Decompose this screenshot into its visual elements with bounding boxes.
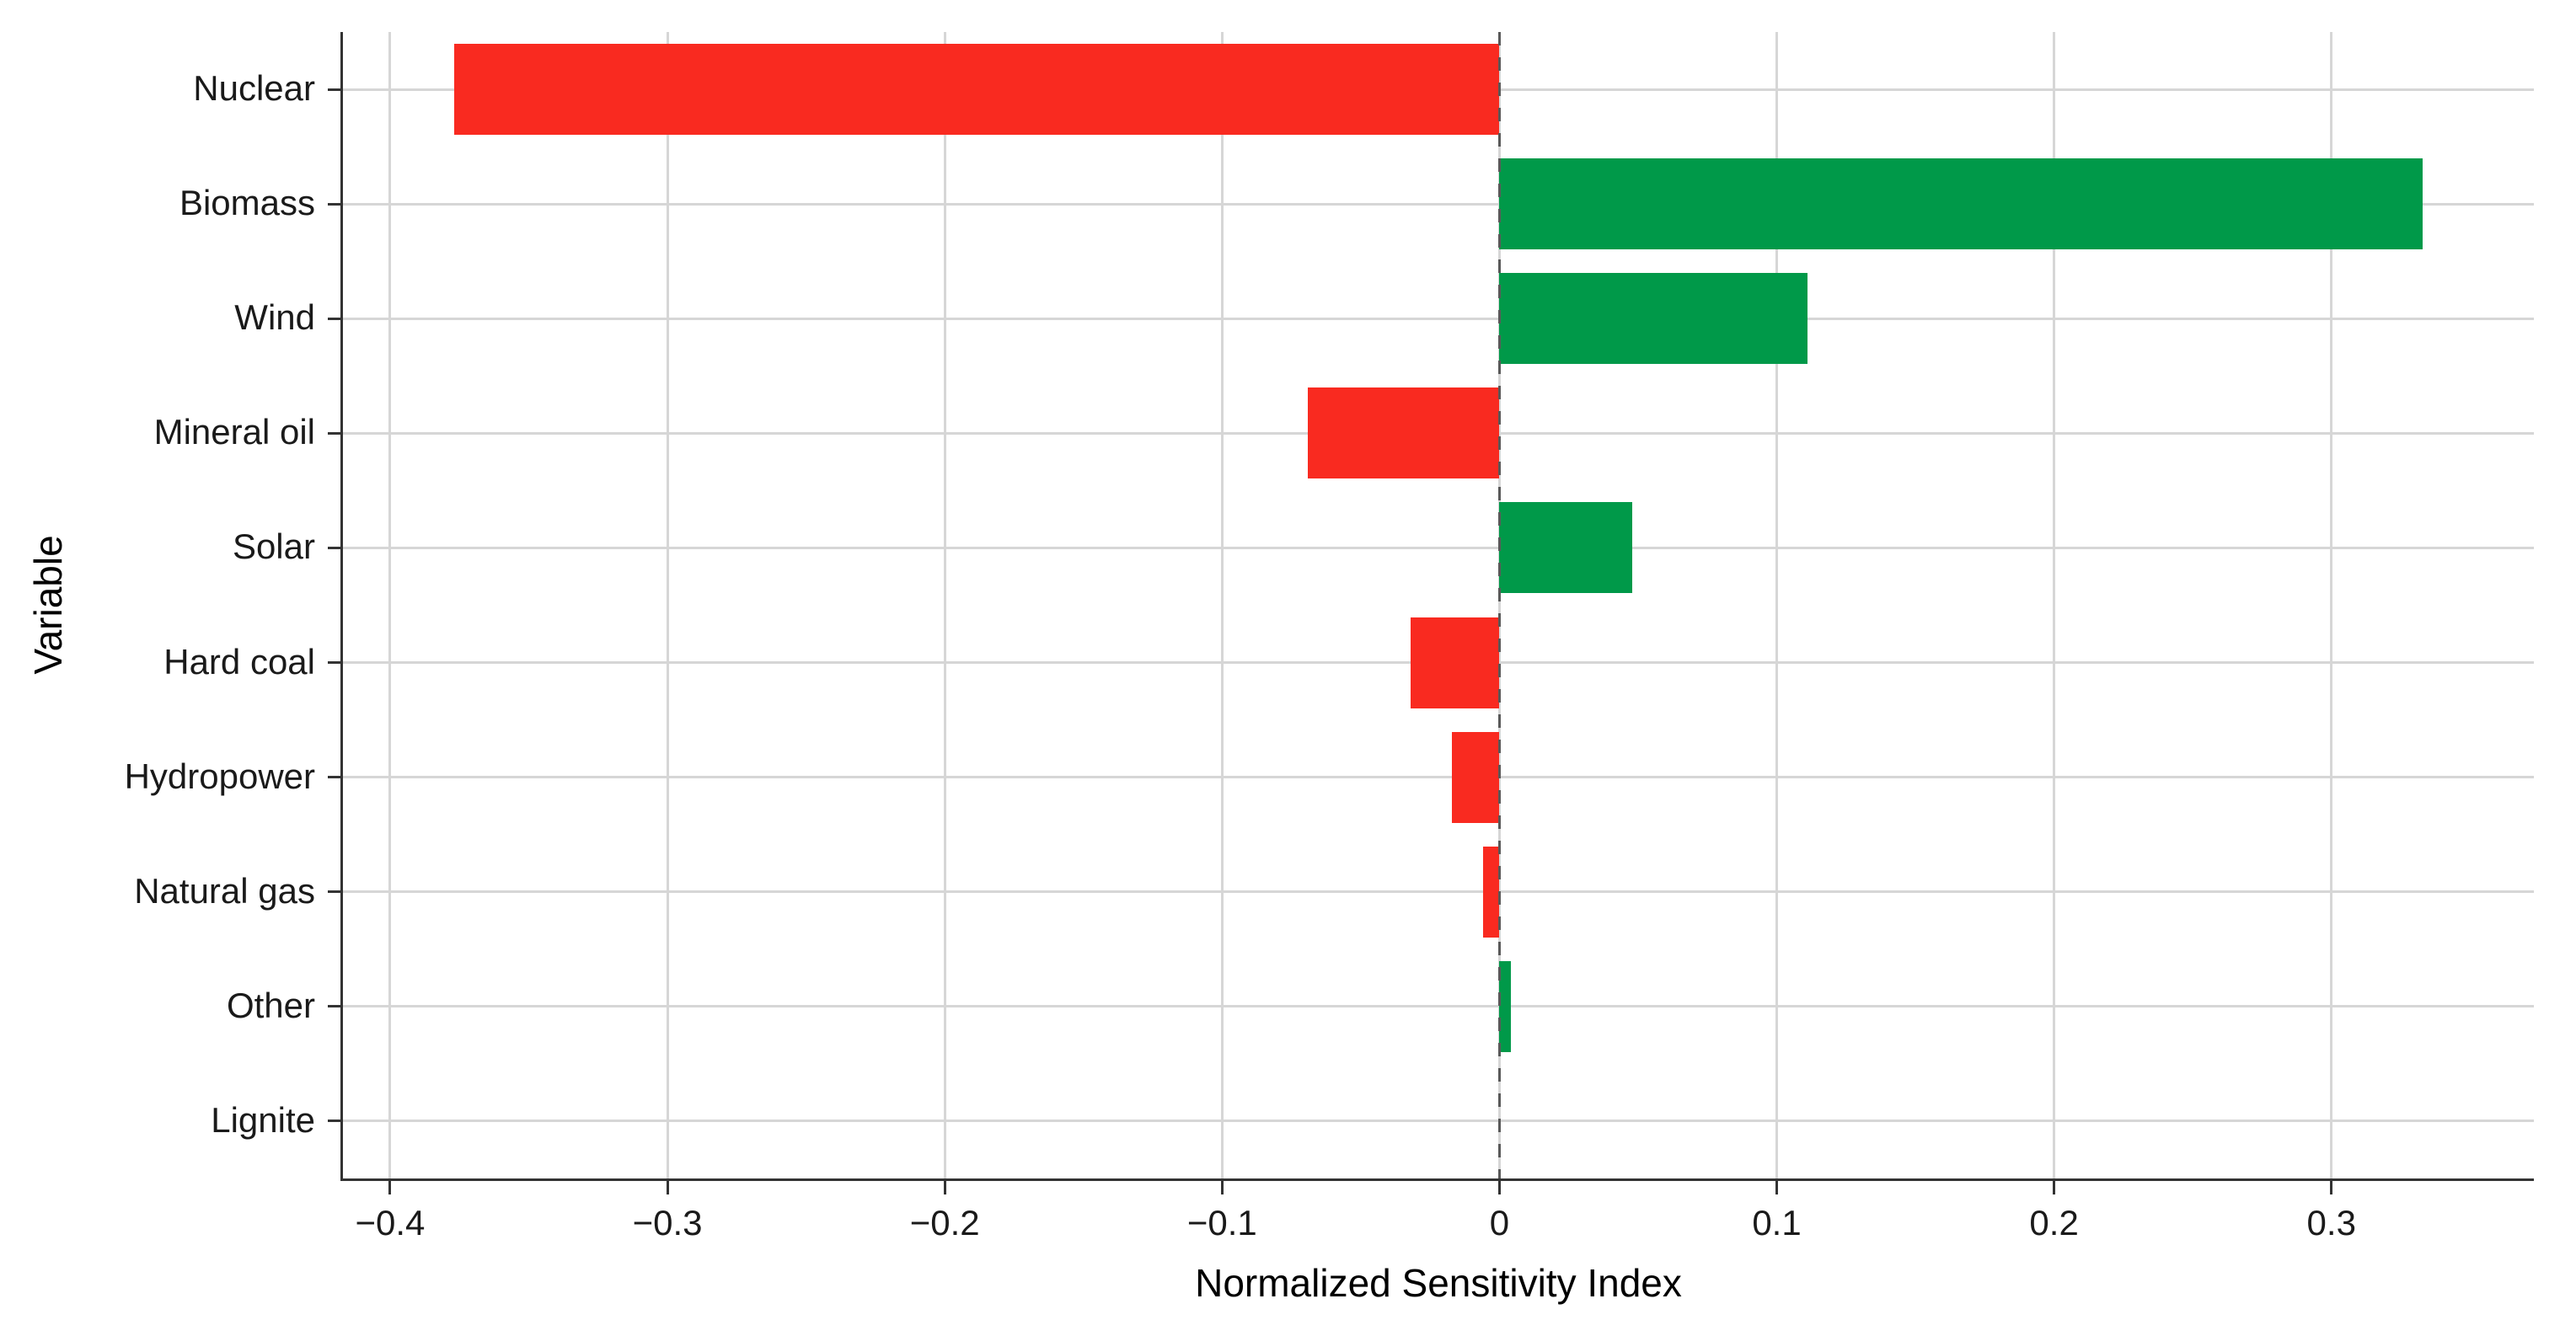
x-gridline (2330, 32, 2333, 1178)
bar-wind (1499, 273, 1807, 365)
x-gridline (1775, 32, 1779, 1178)
x-axis-tick (1775, 1179, 1779, 1194)
bar-hard-coal (1411, 617, 1500, 708)
y-axis-tick (328, 317, 343, 320)
y-gridline (343, 1005, 2534, 1008)
y-axis-tick (328, 546, 343, 549)
y-axis-tick (328, 1005, 343, 1008)
x-tick-label: 0.1 (1752, 1203, 1802, 1242)
x-tick-label: −0.2 (909, 1203, 980, 1242)
bar-solar (1499, 502, 1633, 594)
y-axis-tick (328, 661, 343, 665)
bar-mineral-oil (1308, 387, 1500, 479)
x-tick-label: −0.4 (355, 1203, 426, 1242)
x-axis-tick (2330, 1179, 2333, 1194)
category-label-mineral-oil: Mineral oil (153, 412, 315, 452)
category-label-lignite: Lignite (211, 1099, 315, 1140)
x-tick-label: −0.1 (1186, 1203, 1257, 1242)
category-label-nuclear: Nuclear (193, 68, 315, 109)
x-axis-tick (1220, 1179, 1224, 1194)
x-gridline (666, 32, 669, 1178)
y-axis-tick (328, 431, 343, 435)
x-gridline (943, 32, 946, 1178)
y-gridline (343, 776, 2534, 779)
x-gridline (1220, 32, 1224, 1178)
y-gridline (343, 317, 2534, 320)
x-axis-title: Normalized Sensitivity Index (1195, 1261, 1682, 1305)
x-gridline (2053, 32, 2056, 1178)
bar-nuclear (453, 44, 1500, 136)
category-label-biomass: Biomass (179, 183, 315, 223)
y-axis-line (340, 32, 343, 1181)
bar-natural-gas (1482, 846, 1500, 938)
y-gridline (343, 202, 2534, 206)
x-tick-label: 0.2 (2029, 1203, 2079, 1242)
bar-biomass (1499, 158, 2423, 250)
y-axis-tick (328, 776, 343, 779)
category-label-hydropower: Hydropower (124, 756, 315, 796)
category-label-hard-coal: Hard coal (163, 641, 315, 681)
category-label-solar: Solar (232, 526, 315, 567)
x-axis-tick (2053, 1179, 2056, 1194)
zero-reference-line (1497, 32, 1501, 1178)
y-gridline (343, 890, 2534, 894)
y-gridline (343, 546, 2534, 549)
x-axis-line (340, 1178, 2534, 1181)
y-gridline (343, 1120, 2534, 1123)
x-axis-tick (943, 1179, 946, 1194)
category-label-other: Other (226, 985, 315, 1025)
y-axis-tick (328, 890, 343, 894)
y-axis-tick (328, 202, 343, 206)
plot-panel (343, 32, 2534, 1178)
x-tick-label: 0.3 (2306, 1203, 2356, 1242)
x-axis-tick (388, 1179, 392, 1194)
x-axis-tick (666, 1179, 669, 1194)
x-axis-tick (1497, 1179, 1501, 1194)
y-axis-tick (328, 88, 343, 91)
category-label-wind: Wind (234, 297, 315, 338)
category-label-natural-gas: Natural gas (134, 870, 315, 911)
x-tick-label: 0 (1489, 1203, 1510, 1242)
bar-hydropower (1452, 731, 1500, 823)
x-gridline (388, 32, 392, 1178)
bar-other (1499, 960, 1511, 1052)
x-tick-label: −0.3 (632, 1203, 703, 1242)
y-axis-tick (328, 1120, 343, 1123)
